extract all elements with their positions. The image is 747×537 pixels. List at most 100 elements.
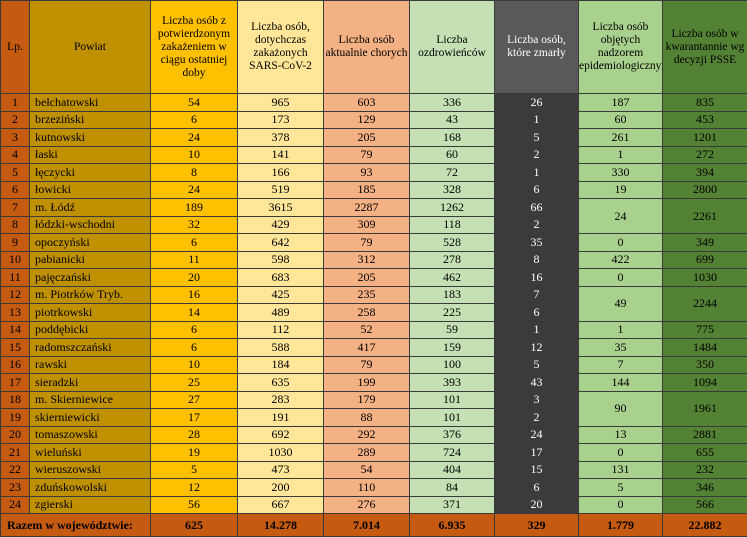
cell-powiat: łęczycki (30, 164, 151, 182)
header-total-infected: Liczba osób, dotychczas zakażonych SARS-… (238, 1, 324, 94)
cell-active-cases: 110 (324, 479, 410, 497)
cell-deaths: 5 (495, 129, 579, 147)
cell-new-cases: 32 (151, 216, 238, 234)
cell-lp: 5 (1, 164, 30, 182)
cell-lp: 4 (1, 146, 30, 164)
cell-supervision: 131 (579, 461, 663, 479)
cell-new-cases: 6 (151, 339, 238, 357)
totals-total-infected: 14.278 (238, 514, 324, 537)
cell-supervision: 35 (579, 339, 663, 357)
cell-deaths: 6 (495, 304, 579, 322)
cell-lp: 9 (1, 234, 30, 252)
cell-deaths: 7 (495, 286, 579, 304)
cell-lp: 1 (1, 94, 30, 112)
cell-total-infected: 683 (238, 269, 324, 287)
cell-deaths: 6 (495, 479, 579, 497)
header-lp: Lp. (1, 1, 30, 94)
totals-active-cases: 7.014 (324, 514, 410, 537)
cell-total-infected: 598 (238, 251, 324, 269)
cell-active-cases: 258 (324, 304, 410, 322)
cell-total-infected: 473 (238, 461, 324, 479)
cell-new-cases: 24 (151, 129, 238, 147)
cell-supervision: 13 (579, 426, 663, 444)
totals-row: Razem w województwie: 625 14.278 7.014 6… (1, 514, 747, 537)
totals-new-cases: 625 (151, 514, 238, 537)
cell-recovered: 724 (410, 444, 495, 462)
cell-deaths: 43 (495, 374, 579, 392)
cell-powiat: m. Łódź (30, 199, 151, 217)
cell-quarantine: 2800 (663, 181, 747, 199)
cell-deaths: 1 (495, 321, 579, 339)
cell-recovered: 43 (410, 111, 495, 129)
cell-active-cases: 179 (324, 391, 410, 409)
cell-supervision: 7 (579, 356, 663, 374)
cell-recovered: 72 (410, 164, 495, 182)
cell-total-infected: 642 (238, 234, 324, 252)
cell-new-cases: 10 (151, 356, 238, 374)
cell-powiat: skierniewicki (30, 409, 151, 427)
cell-total-infected: 166 (238, 164, 324, 182)
cell-powiat: łódzki-wschodni (30, 216, 151, 234)
cell-recovered: 371 (410, 496, 495, 514)
cell-lp: 7 (1, 199, 30, 217)
cell-total-infected: 184 (238, 356, 324, 374)
header-powiat: Powiat (30, 1, 151, 94)
cell-quarantine: 835 (663, 94, 747, 112)
cell-powiat: łowicki (30, 181, 151, 199)
cell-active-cases: 52 (324, 321, 410, 339)
cell-active-cases: 88 (324, 409, 410, 427)
header-active-cases: Liczba osób aktualnie chorych (324, 1, 410, 94)
cell-recovered: 462 (410, 269, 495, 287)
cell-quarantine: 394 (663, 164, 747, 182)
cell-lp: 16 (1, 356, 30, 374)
cell-supervision: 19 (579, 181, 663, 199)
cell-active-cases: 603 (324, 94, 410, 112)
cell-deaths: 2 (495, 216, 579, 234)
cell-supervision: 0 (579, 444, 663, 462)
cell-new-cases: 28 (151, 426, 238, 444)
cell-active-cases: 185 (324, 181, 410, 199)
cell-deaths: 66 (495, 199, 579, 217)
cell-deaths: 12 (495, 339, 579, 357)
cell-recovered: 100 (410, 356, 495, 374)
cell-recovered: 183 (410, 286, 495, 304)
header-recovered: Liczba ozdrowieńców (410, 1, 495, 94)
cell-new-cases: 10 (151, 146, 238, 164)
cell-supervision: 49 (579, 286, 663, 321)
cell-powiat: brzeziński (30, 111, 151, 129)
cell-supervision: 0 (579, 496, 663, 514)
cell-lp: 20 (1, 426, 30, 444)
cell-supervision: 144 (579, 374, 663, 392)
cell-new-cases: 6 (151, 111, 238, 129)
cell-supervision: 261 (579, 129, 663, 147)
cell-total-infected: 588 (238, 339, 324, 357)
cell-total-infected: 191 (238, 409, 324, 427)
cell-total-infected: 965 (238, 94, 324, 112)
cell-lp: 18 (1, 391, 30, 409)
cell-powiat: bełchatowski (30, 94, 151, 112)
cell-supervision: 24 (579, 199, 663, 234)
cell-supervision: 0 (579, 269, 663, 287)
cell-recovered: 528 (410, 234, 495, 252)
cell-lp: 24 (1, 496, 30, 514)
cell-lp: 21 (1, 444, 30, 462)
cell-new-cases: 24 (151, 181, 238, 199)
header-new-cases: Liczba osób z potwierdzonym zakażeniem w… (151, 1, 238, 94)
cell-new-cases: 17 (151, 409, 238, 427)
cell-recovered: 1262 (410, 199, 495, 217)
cell-active-cases: 235 (324, 286, 410, 304)
header-deaths: Liczba osób, które zmarły (495, 1, 579, 94)
cell-supervision: 330 (579, 164, 663, 182)
cell-new-cases: 189 (151, 199, 238, 217)
cell-lp: 2 (1, 111, 30, 129)
cell-powiat: opoczyński (30, 234, 151, 252)
